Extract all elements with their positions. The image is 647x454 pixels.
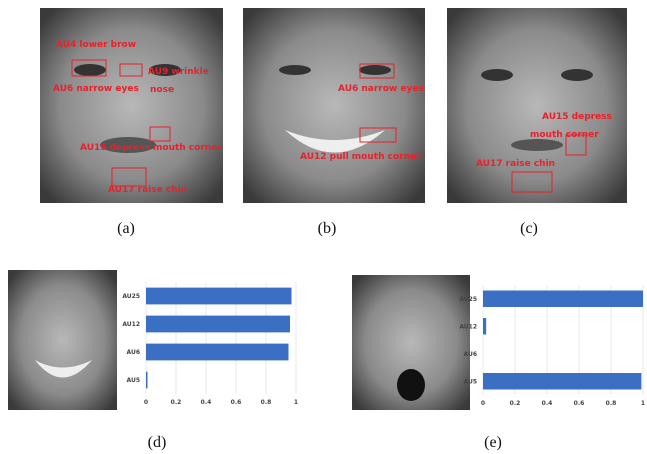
bar [146, 288, 292, 305]
y-tick-label: AU6 [126, 349, 140, 356]
caption: (b) [318, 220, 337, 237]
photo-c [447, 8, 627, 203]
caption: (d) [148, 434, 167, 451]
photo-a [40, 8, 223, 203]
annotation: AU17 raise chin [108, 185, 187, 195]
photo-d [8, 270, 117, 410]
x-tick-label: 0.4 [542, 400, 553, 407]
caption: (a) [117, 220, 135, 237]
y-tick-label: AU5 [463, 378, 477, 385]
annotation: AU4 lower brow [56, 40, 136, 50]
x-tick-label: 1 [294, 399, 298, 406]
caption: (c) [520, 220, 538, 237]
photo-e [352, 275, 470, 410]
y-tick-label: AU25 [459, 296, 477, 303]
y-tick-label: AU5 [126, 377, 140, 384]
bar [146, 316, 290, 333]
annotation: AU15 depress mouth corner [80, 143, 222, 153]
x-tick-label: 0.8 [261, 399, 272, 406]
x-tick-label: 1 [641, 400, 645, 407]
y-tick-label: AU12 [122, 321, 140, 328]
x-tick-label: 0 [481, 400, 485, 407]
annotation: mouth corner [530, 130, 599, 140]
x-tick-label: 0.6 [231, 399, 242, 406]
caption: (e) [484, 434, 502, 451]
x-tick-label: 0.8 [606, 400, 617, 407]
bar [146, 344, 289, 361]
bar [483, 373, 641, 390]
x-tick-label: 0.6 [574, 400, 585, 407]
bar [146, 372, 148, 389]
figure: AU4 lower brow AU6 narrow eyes AU9 wrink… [0, 0, 647, 454]
y-tick-label: AU25 [122, 293, 140, 300]
annotation: AU15 depress [542, 112, 612, 122]
y-tick-label: AU6 [463, 351, 477, 358]
x-tick-label: 0 [144, 399, 148, 406]
bar [483, 318, 486, 335]
annotation: AU6 narrow eyes [53, 84, 139, 94]
annotation: AU12 pull mouth corner [300, 152, 421, 162]
photo-b [243, 8, 425, 203]
annotation: nose [150, 85, 174, 95]
x-tick-label: 0.2 [171, 399, 182, 406]
x-tick-label: 0.2 [510, 400, 521, 407]
annotation: AU6 narrow eyes [338, 84, 424, 94]
y-tick-label: AU12 [459, 323, 477, 330]
x-tick-label: 0.4 [201, 399, 212, 406]
annotation: AU17 raise chin [476, 159, 555, 169]
annotation: AU9 wrinkle [148, 67, 209, 77]
bar [483, 291, 643, 308]
